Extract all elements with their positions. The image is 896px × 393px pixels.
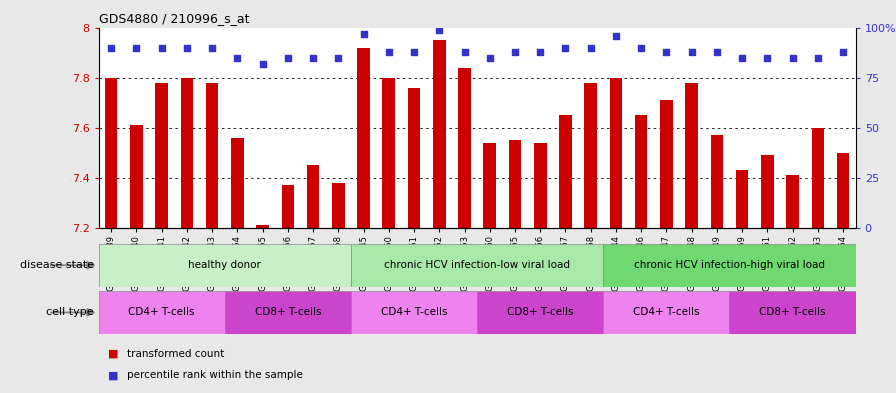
Bar [660,100,673,228]
Text: CD4+ T-cells: CD4+ T-cells [633,307,700,318]
Point [432,26,446,33]
Text: CD8+ T-cells: CD8+ T-cells [507,307,573,318]
Point [608,32,623,39]
Point [332,54,346,61]
Bar [155,83,168,228]
Bar [105,78,117,228]
Bar [358,48,370,228]
Bar [837,153,849,228]
Bar [281,185,294,228]
Point [230,54,245,61]
Bar [736,170,748,228]
Text: chronic HCV infection-high viral load: chronic HCV infection-high viral load [634,260,825,270]
Point [634,44,649,51]
Bar [711,135,723,228]
Bar [231,138,244,228]
Bar [787,175,799,228]
Text: cell type: cell type [47,307,94,318]
Point [407,48,421,55]
Bar [635,115,648,228]
Point [659,48,674,55]
Bar [306,165,319,228]
Bar [181,78,194,228]
Text: ■: ■ [108,370,118,380]
Bar [383,78,395,228]
Text: CD8+ T-cells: CD8+ T-cells [759,307,826,318]
Point [205,44,220,51]
Bar [433,40,445,228]
Point [255,61,270,67]
Bar [609,78,622,228]
Point [735,54,749,61]
Bar [99,244,351,287]
Point [533,48,547,55]
Point [129,44,143,51]
Bar [729,291,856,334]
Point [483,54,497,61]
Point [280,54,295,61]
Bar [332,183,345,228]
Text: disease state: disease state [20,260,94,270]
Bar [408,88,420,228]
Point [685,48,699,55]
Bar [130,125,142,228]
Point [583,44,598,51]
Bar [351,244,603,287]
Text: CD4+ T-cells: CD4+ T-cells [128,307,195,318]
Point [710,48,724,55]
Point [786,54,800,61]
Bar [584,83,597,228]
Text: transformed count: transformed count [127,349,225,359]
Bar [484,143,496,228]
Bar [256,226,269,228]
Point [457,48,471,55]
Text: CD4+ T-cells: CD4+ T-cells [381,307,447,318]
Bar [458,68,470,228]
Bar [206,83,219,228]
Point [508,48,522,55]
Bar [534,143,547,228]
Bar [351,291,477,334]
Point [811,54,825,61]
Bar [509,140,521,228]
Text: CD8+ T-cells: CD8+ T-cells [254,307,321,318]
Point [154,44,168,51]
Bar [559,115,572,228]
Bar [477,291,603,334]
Point [104,44,118,51]
Text: percentile rank within the sample: percentile rank within the sample [127,370,303,380]
Bar [685,83,698,228]
Bar [99,291,225,334]
Text: ■: ■ [108,349,118,359]
Point [382,48,396,55]
Point [760,54,774,61]
Text: chronic HCV infection-low viral load: chronic HCV infection-low viral load [384,260,570,270]
Point [180,44,194,51]
Point [558,44,573,51]
Point [357,30,371,37]
Bar [812,128,824,228]
Point [836,48,850,55]
Text: healthy donor: healthy donor [188,260,262,270]
Bar [603,244,856,287]
Point [306,54,320,61]
Text: GDS4880 / 210996_s_at: GDS4880 / 210996_s_at [99,12,249,25]
Bar [603,291,729,334]
Bar [225,291,351,334]
Bar [761,155,773,228]
